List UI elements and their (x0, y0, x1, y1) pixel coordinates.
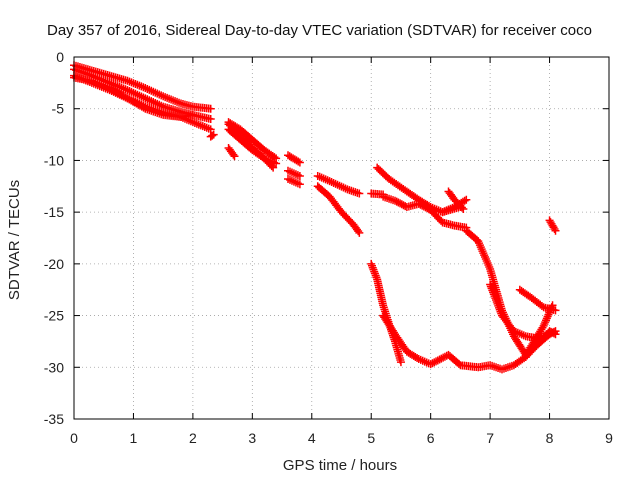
data-point (541, 318, 550, 327)
data-point (206, 104, 215, 113)
x-tick-label: 0 (70, 430, 78, 446)
series-arc-20 (367, 259, 405, 367)
series-arc-2 (70, 65, 215, 124)
data-point (454, 359, 463, 368)
data-point (435, 355, 444, 364)
series-arc-4 (70, 73, 197, 121)
data-point (206, 115, 215, 124)
series-arc-5 (206, 130, 218, 141)
data-point (547, 303, 556, 312)
series-arc-10 (284, 151, 304, 167)
series-arc-19 (438, 195, 471, 217)
data-point (272, 159, 281, 168)
data-point (294, 157, 303, 166)
series-arc-14 (313, 182, 364, 237)
x-tick-label: 9 (605, 430, 613, 446)
data-point (550, 329, 559, 338)
data-point (537, 301, 546, 310)
series-arc-1 (70, 61, 215, 113)
data-point (546, 306, 555, 315)
y-tick-label: -35 (44, 411, 64, 427)
data-point (355, 189, 364, 198)
data-point (269, 163, 278, 172)
series-arc-8 (224, 144, 239, 161)
data-point (544, 310, 553, 319)
data-point (188, 110, 197, 119)
x-tick-label: 6 (427, 430, 435, 446)
data-point (295, 171, 304, 180)
x-tick-label: 4 (308, 430, 316, 446)
data-point (295, 158, 304, 167)
data-point (546, 304, 555, 313)
data-point (432, 357, 441, 366)
y-tick-label: -20 (44, 256, 64, 272)
data-point (550, 225, 559, 234)
series-arc-27 (521, 301, 557, 359)
y-tick-label: -30 (44, 359, 64, 375)
data-point (540, 320, 549, 329)
data-point (433, 356, 442, 365)
data-point (551, 330, 560, 339)
data-point (545, 308, 554, 317)
x-tick-label: 3 (248, 430, 256, 446)
y-axis-label: SDTVAR / TECUs (6, 180, 23, 300)
data-point (462, 195, 471, 204)
data-point (437, 354, 446, 363)
x-axis-label: GPS time / hours (283, 457, 397, 474)
series-arc-21 (379, 311, 530, 374)
series-arc-13 (313, 171, 364, 198)
plot-frame (73, 56, 610, 420)
series-arc-24 (515, 285, 560, 315)
series-arc-17 (379, 192, 471, 232)
data-point (542, 314, 551, 323)
y-tick-label: 0 (56, 49, 64, 65)
data-point (208, 131, 217, 140)
data-point (439, 353, 448, 362)
series-arc-12 (284, 175, 304, 189)
data-point (548, 301, 557, 310)
data-point (355, 228, 364, 237)
x-tick-label: 1 (130, 430, 138, 446)
data-point (230, 152, 239, 161)
y-tick-label: -10 (44, 152, 64, 168)
data-point (206, 125, 215, 134)
data-point (426, 360, 435, 369)
series-arc-11 (284, 166, 304, 180)
data-point (229, 150, 238, 159)
tick-labels: 0 1 2 3 4 5 6 7 8 9 0 -5 -10 -15 -20 -25 -30 -35 (44, 49, 613, 446)
data-point (542, 316, 551, 325)
x-tick-label: 5 (367, 430, 375, 446)
data-point (430, 358, 439, 367)
data-point (428, 359, 437, 368)
data-point (539, 321, 548, 330)
data-point (354, 227, 363, 236)
series-arc-9 (224, 120, 278, 172)
data-points (70, 61, 560, 374)
x-tick-label: 8 (546, 430, 554, 446)
chart-title: Day 357 of 2016, Sidereal Day-to-day VTE… (47, 22, 592, 39)
data-point (460, 196, 469, 205)
y-tick-label: -25 (44, 308, 64, 324)
data-point (396, 358, 405, 367)
data-point (295, 180, 304, 189)
x-tick-label: 7 (486, 430, 494, 446)
data-point (267, 162, 276, 171)
data-point (206, 132, 215, 141)
series-arc-26 (545, 216, 560, 235)
data-point (139, 103, 148, 112)
y-tick-label: -15 (44, 204, 64, 220)
data-point (413, 353, 422, 362)
data-point (551, 226, 560, 235)
x-tick-label: 2 (189, 430, 197, 446)
data-point (543, 312, 552, 321)
y-tick-label: -5 (52, 101, 65, 117)
data-point (459, 205, 468, 214)
